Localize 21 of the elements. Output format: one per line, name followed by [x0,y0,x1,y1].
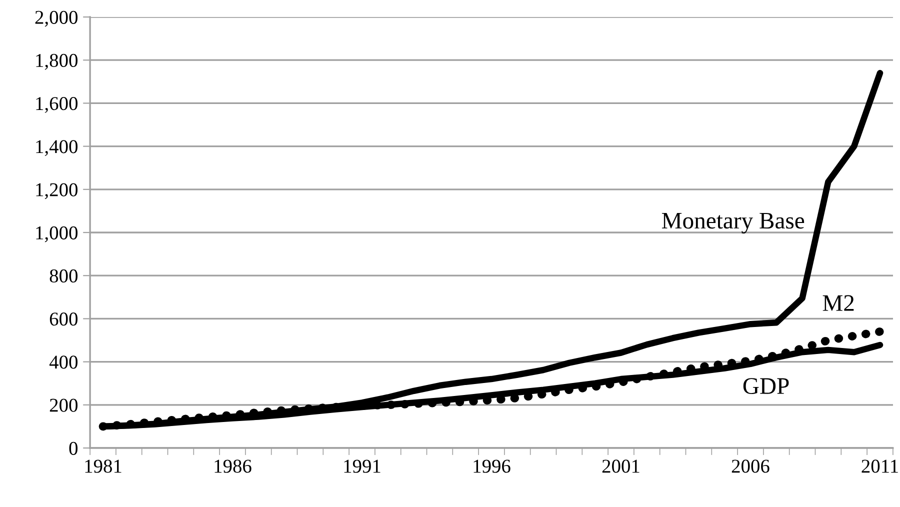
x-tick-label: 2011 [862,460,898,473]
y-tick-label: 400 [49,356,78,369]
y-tick-label: 600 [50,312,78,326]
y-tick-label: 1,400 [36,140,78,156]
y-tick-label: 1,800 [36,54,78,70]
y-tick-label: 2,000 [35,10,78,27]
x-tick-label: 1991 [344,460,380,473]
x-tick-label: 1986 [214,460,252,473]
x-tick-label: 2006 [732,460,770,473]
x-tick-label: 2001 [602,460,640,473]
y-tick-label: 200 [50,398,78,412]
y-tick-label: 800 [50,269,78,283]
series-label: GDP [743,378,789,394]
y-tick-label: 1,000 [36,226,78,242]
y-tick-label: 0 [69,442,78,455]
x-tick-label: 1981 [85,460,122,473]
series-label: M2 [822,295,854,311]
x-tick-label: 1996 [474,460,510,473]
y-tick-label: 1,200 [36,183,78,200]
series-label: Monetary Base [662,212,804,234]
y-tick-label: 1,600 [36,97,78,113]
